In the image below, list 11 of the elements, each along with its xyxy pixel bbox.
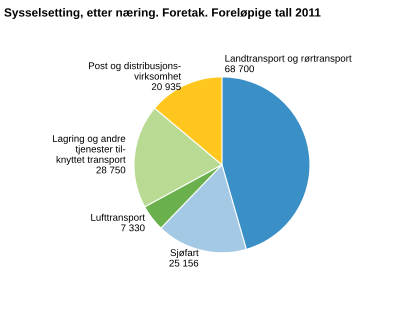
data-label: 28 750 <box>96 166 126 174</box>
slice-label: Sjøfart <box>170 248 199 258</box>
slice-label: Lufttransport <box>91 214 145 223</box>
slice-label: Post og distribusjons- virksomhet <box>88 62 182 80</box>
chart-title: Sysselsetting, etter næring. Foretak. Foreløpige tall 2011 <box>4 8 321 20</box>
data-label: 25 156 <box>169 260 198 267</box>
data-label: 20 935 <box>152 83 181 90</box>
data-label: 68 700 <box>225 65 254 72</box>
data-label: 7 330 <box>121 224 145 232</box>
slice-label: Lagring og andre tjenester til- knyttet transport <box>52 134 126 165</box>
slice-label: Landtransport og rørtransport <box>225 54 352 64</box>
